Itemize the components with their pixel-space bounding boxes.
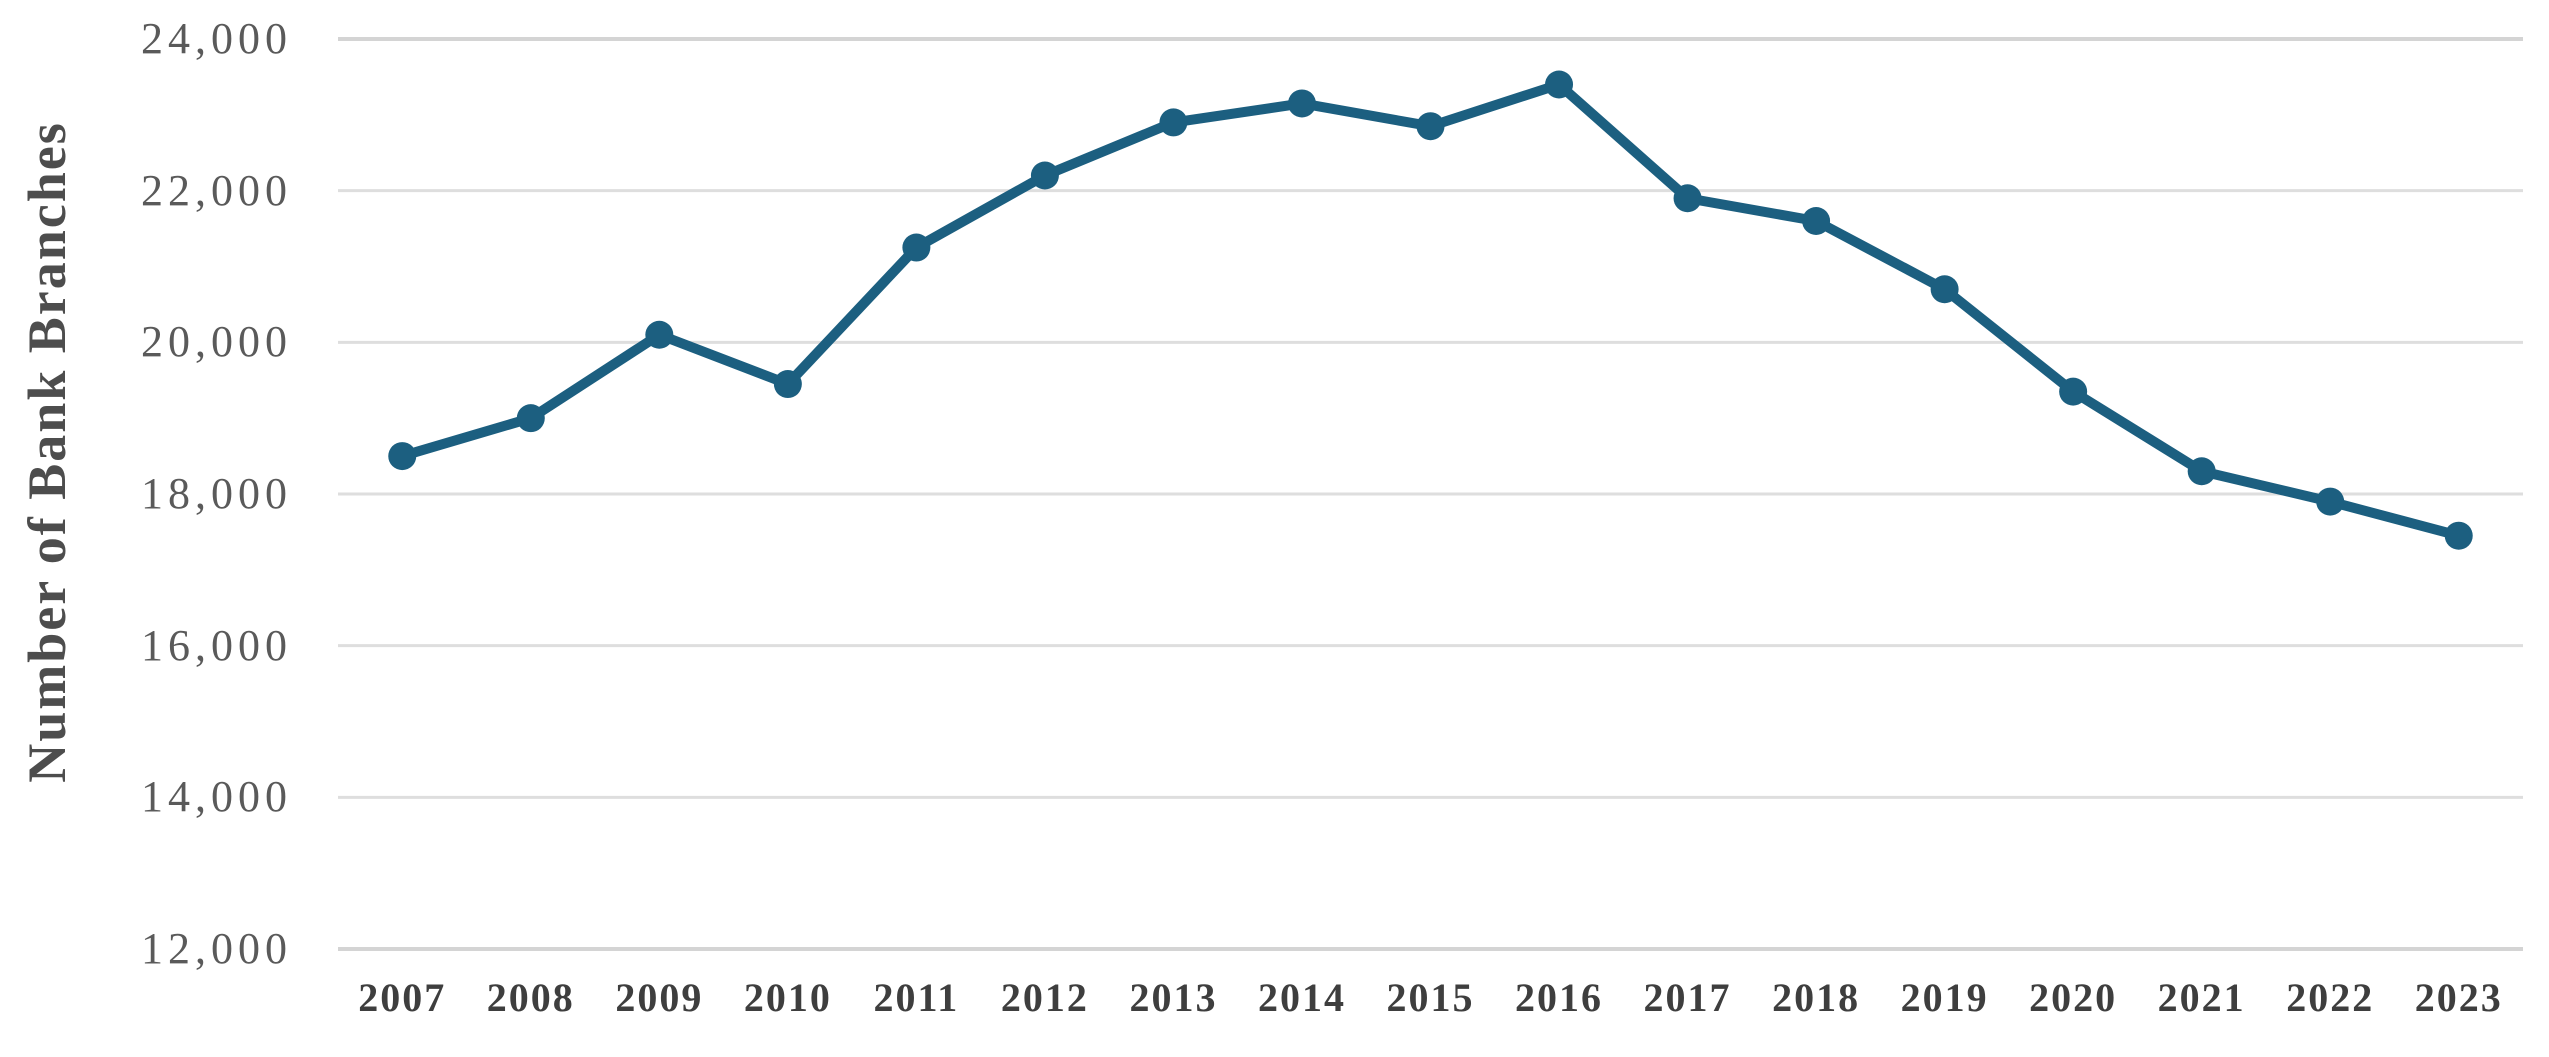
data-point-2015: [1416, 112, 1445, 141]
data-point-2017: [1673, 184, 1702, 213]
data-point-2023: [2444, 521, 2473, 550]
series-line: [397, 79, 2464, 541]
x-tick-label: 2011: [873, 975, 960, 1020]
data-point-2019: [1930, 275, 1959, 304]
x-tick-label: 2023: [2414, 975, 2503, 1020]
x-tick-label: 2007: [358, 975, 447, 1020]
x-tick-label: 2010: [743, 975, 832, 1020]
x-tick-label: 2018: [1772, 975, 1861, 1020]
y-tick-label: 20,000: [141, 317, 292, 367]
data-point-2022: [2316, 487, 2345, 516]
data-point-2013: [1159, 108, 1188, 137]
x-tick-label: 2008: [486, 975, 575, 1020]
y-tick-label: 16,000: [141, 620, 292, 670]
data-point-2018: [1802, 207, 1831, 235]
data-point-2012: [1030, 161, 1059, 190]
x-tick-label: 2016: [1515, 975, 1604, 1020]
y-axis-title: Number of Bank Branches: [17, 121, 77, 783]
data-point-2011: [902, 233, 931, 262]
data-point-2021: [2187, 457, 2216, 486]
y-tick-label: 24,000: [141, 14, 292, 63]
y-tick-label: 14,000: [141, 772, 292, 822]
x-tick-label: 2014: [1257, 975, 1346, 1020]
data-point-2009: [645, 320, 674, 349]
x-tick-label: 2012: [1000, 975, 1089, 1020]
y-tick-label: 18,000: [141, 469, 292, 518]
data-point-2016: [1545, 70, 1574, 99]
x-tick-label: 2021: [2157, 975, 2246, 1020]
x-tick-label: 2009: [615, 975, 704, 1020]
x-tick-label: 2013: [1129, 975, 1218, 1020]
data-point-2008: [516, 404, 545, 433]
x-tick-label: 2017: [1643, 975, 1732, 1020]
x-tick-label: 2015: [1386, 975, 1475, 1020]
x-tick-label: 2022: [2286, 975, 2375, 1020]
data-point-2007: [388, 442, 417, 471]
data-point-2014: [1287, 89, 1316, 118]
x-tick-label: 2019: [1900, 975, 1989, 1020]
x-tick-label: 2020: [2029, 975, 2118, 1020]
y-tick-label: 22,000: [141, 165, 292, 215]
data-point-2010: [773, 370, 802, 399]
y-tick-label: 12,000: [141, 924, 292, 973]
data-point-2020: [2059, 377, 2088, 406]
